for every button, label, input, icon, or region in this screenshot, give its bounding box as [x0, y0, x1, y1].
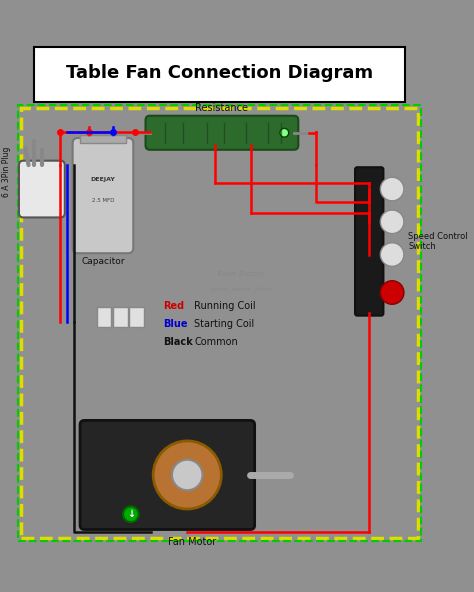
- FancyBboxPatch shape: [146, 115, 298, 150]
- Text: 2.5 MFD: 2.5 MFD: [91, 198, 114, 203]
- Text: DEEJAY: DEEJAY: [91, 178, 115, 182]
- FancyBboxPatch shape: [19, 160, 65, 217]
- Text: Speed Control
Switch: Speed Control Switch: [408, 231, 468, 251]
- Circle shape: [380, 243, 404, 266]
- Text: Resistance: Resistance: [195, 103, 248, 113]
- FancyBboxPatch shape: [113, 307, 128, 327]
- Circle shape: [123, 506, 139, 522]
- Text: 6 A 3Pin Plug: 6 A 3Pin Plug: [2, 146, 11, 197]
- Text: Red: Red: [163, 301, 184, 311]
- Circle shape: [280, 128, 289, 137]
- FancyBboxPatch shape: [97, 307, 111, 327]
- Text: Table Fan Connection Diagram: Table Fan Connection Diagram: [66, 65, 374, 82]
- Text: Capacitor: Capacitor: [81, 258, 125, 266]
- Text: Running Coil: Running Coil: [194, 301, 256, 311]
- Circle shape: [380, 281, 404, 304]
- Circle shape: [380, 210, 404, 234]
- FancyBboxPatch shape: [129, 307, 144, 327]
- FancyBboxPatch shape: [355, 167, 383, 316]
- Circle shape: [172, 459, 202, 490]
- FancyBboxPatch shape: [73, 138, 133, 253]
- Text: @excel_electric_official: @excel_electric_official: [210, 287, 273, 292]
- Text: Starting Coil: Starting Coil: [194, 319, 255, 329]
- Text: Blue: Blue: [163, 319, 188, 329]
- FancyBboxPatch shape: [80, 420, 255, 529]
- FancyBboxPatch shape: [34, 47, 405, 102]
- Text: Black: Black: [163, 337, 193, 348]
- Text: Excel Electric: Excel Electric: [218, 271, 265, 277]
- Circle shape: [380, 177, 404, 201]
- FancyBboxPatch shape: [80, 136, 126, 143]
- Text: Fan Motor: Fan Motor: [168, 537, 216, 547]
- Text: Common: Common: [194, 337, 238, 348]
- Text: ↓: ↓: [127, 509, 135, 519]
- Circle shape: [153, 441, 221, 509]
